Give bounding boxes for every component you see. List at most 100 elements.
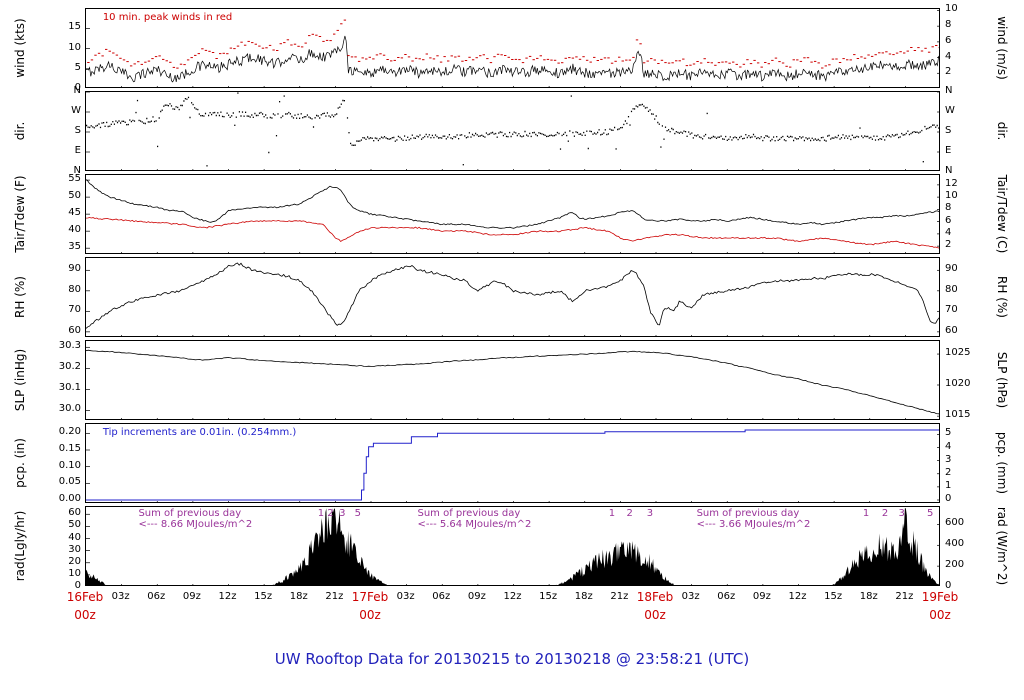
panel-annotation: Tip increments are 0.01in. (0.254mm.): [103, 427, 297, 438]
axis-label-left-wind: wind (kts): [13, 18, 27, 78]
panel-annotation: 5: [927, 508, 933, 519]
y-tick-label-right: N: [945, 85, 953, 96]
y-tick-label-right: S: [945, 125, 952, 136]
y-tick-label-left: 0.05: [58, 476, 81, 488]
y-tick-label-left: 50: [68, 190, 81, 202]
y-tick-label-left: 50: [68, 519, 81, 531]
y-tick-label-left: 60: [68, 507, 81, 519]
y-tick-label-left: 0.10: [58, 459, 81, 471]
panel-dir: [85, 91, 940, 171]
panel-plot-rad: [86, 508, 939, 585]
y-tick-label-right: 12: [945, 177, 958, 189]
y-tick-label-right: 400: [945, 538, 965, 550]
x-tick-label: 09z: [752, 591, 771, 602]
annotation-line: 3: [339, 507, 346, 519]
annotation-line: 1: [608, 507, 616, 519]
panel-annotation: 1: [609, 508, 615, 519]
axis-label-right-wind: wind (m/s): [995, 16, 1009, 80]
panel-annotation: Sum of previous day <--- 8.66 MJoules/m^2: [138, 508, 252, 530]
panel-slp: [85, 340, 940, 420]
y-tick-label-right: 6: [945, 34, 952, 46]
y-tick-label-left: 0.00: [58, 493, 81, 504]
panel-annotation: 1: [318, 508, 324, 519]
annotation-line: 1: [862, 507, 870, 519]
y-tick-label-left: N: [73, 165, 81, 176]
axis-label-left-slp: SLP (inHg): [13, 348, 27, 412]
panel-annotation: Sum of previous day <--- 3.66 MJoules/m^2: [697, 508, 811, 530]
panel-rh: [85, 257, 940, 337]
x-date-label: 00z: [359, 608, 381, 622]
x-tick-label: 15z: [254, 591, 273, 602]
y-tick-label-right: N: [945, 165, 953, 176]
x-tick-label: 06z: [432, 591, 451, 602]
y-tick-label-right: 4: [945, 440, 952, 452]
y-tick-label-right: 0: [945, 580, 952, 591]
panel-annotation: Sum of previous day <--- 5.64 MJoules/m^2: [418, 508, 532, 530]
annotation-line: 5: [354, 507, 361, 519]
y-tick-label-left: 40: [68, 224, 81, 236]
axis-label-right-temp: Tair/Tdew (C): [995, 174, 1009, 254]
y-tick-label-right: W: [945, 105, 955, 116]
annotation-line: Sum of previous day: [696, 508, 800, 520]
panel-annotation: 3: [339, 508, 345, 519]
y-tick-label-left: 35: [68, 241, 81, 253]
axis-label-left-rad: rad(Lgly/hr): [13, 510, 27, 582]
x-tick-label: 03z: [681, 591, 700, 602]
y-tick-label-right: 90: [945, 263, 958, 275]
x-date-label: 17Feb: [351, 590, 389, 604]
y-tick-label-left: 60: [68, 324, 81, 336]
panel-annotation: 2: [627, 508, 633, 519]
annotation-line: 2: [881, 507, 889, 519]
x-tick-label: 09z: [467, 591, 486, 602]
y-tick-label-right: 1015: [945, 409, 971, 421]
y-tick-label-right: 2: [945, 239, 952, 251]
x-tick-label: 21z: [325, 591, 344, 602]
y-tick-label-left: 0: [74, 82, 81, 93]
y-tick-label-left: 20: [68, 555, 81, 567]
y-tick-label-left: 10: [68, 567, 81, 579]
axis-label-right-rad: rad (W/m^2): [995, 506, 1009, 586]
x-tick-label: 15z: [539, 591, 558, 602]
annotation-line: 5: [926, 507, 934, 519]
y-tick-label-right: 5: [945, 427, 952, 439]
panel-temp: [85, 174, 940, 254]
axis-label-left-rh: RH (%): [13, 276, 27, 318]
x-date-label: 00z: [74, 608, 96, 622]
chart-title: UW Rooftop Data for 20130215 to 20130218…: [274, 650, 750, 668]
x-date-label: 16Feb: [66, 590, 104, 604]
y-tick-label-right: 10: [945, 3, 958, 15]
annotation-line: 1: [317, 507, 325, 519]
x-tick-label: 12z: [218, 591, 237, 602]
annotation-line: <--- 8.66 MJoules/m^2: [138, 519, 253, 531]
y-tick-label-left: 30: [68, 543, 81, 555]
y-tick-label-left: 0: [74, 580, 81, 591]
y-tick-label-left: 55: [68, 173, 81, 185]
y-tick-label-right: 10: [945, 190, 958, 202]
panel-annotation: 3: [898, 508, 904, 519]
y-tick-label-left: 30.2: [58, 361, 81, 373]
axis-label-left-temp: Tair/Tdew (F): [13, 175, 27, 253]
panel-annotation: 2: [327, 508, 333, 519]
y-tick-label-left: 10: [68, 41, 81, 53]
annotation-line: Sum of previous day: [138, 508, 242, 520]
annotation-line: 3: [898, 507, 905, 519]
y-tick-label-left: 40: [68, 531, 81, 543]
y-tick-label-right: 60: [945, 324, 958, 336]
x-tick-label: 18z: [289, 591, 308, 602]
x-tick-label: 09z: [182, 591, 201, 602]
panel-plot-temp: [86, 179, 939, 253]
y-tick-label-right: 4: [945, 50, 952, 62]
x-tick-label: 03z: [396, 591, 415, 602]
x-tick-label: 06z: [717, 591, 736, 602]
y-tick-label-left: 0.20: [58, 426, 81, 438]
y-tick-label-left: W: [71, 105, 81, 116]
y-tick-label-right: 6: [945, 214, 952, 226]
y-tick-label-right: 4: [945, 226, 952, 238]
annotation-line: Tip increments are 0.01in. (0.254mm.): [102, 427, 297, 438]
annotation-line: 2: [327, 507, 334, 519]
y-tick-label-right: 600: [945, 517, 965, 529]
y-tick-label-left: 90: [68, 263, 81, 275]
panel-annotation: 3: [647, 508, 653, 519]
annotation-line: 10 min. peak winds in red: [102, 12, 233, 23]
annotation-line: <--- 3.66 MJoules/m^2: [696, 519, 811, 531]
